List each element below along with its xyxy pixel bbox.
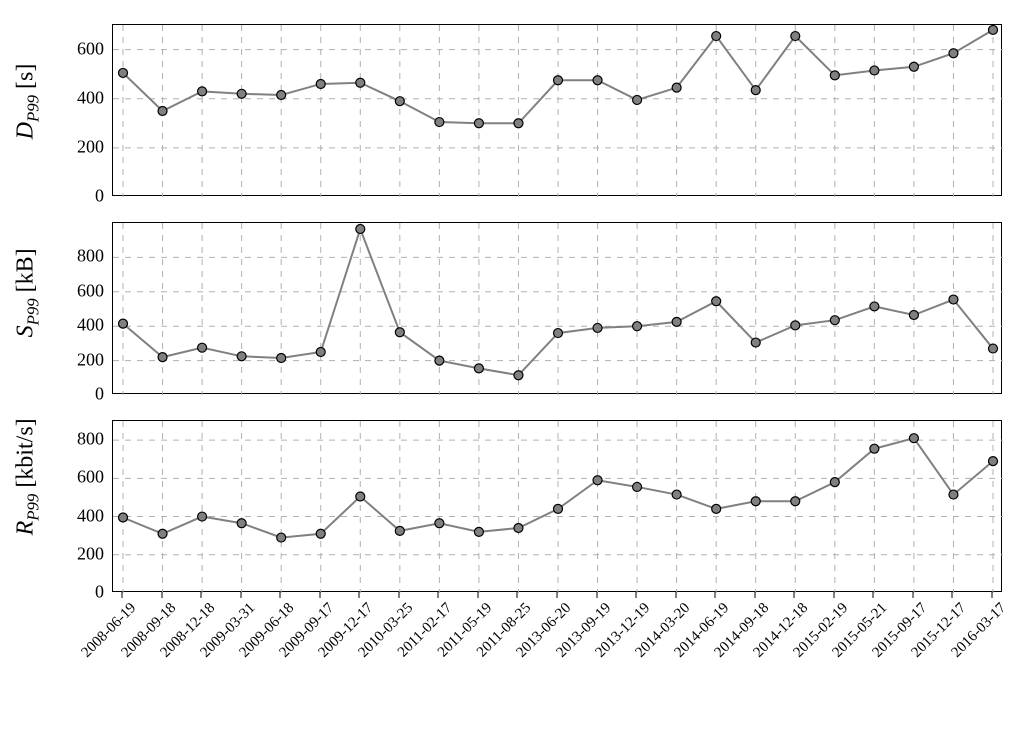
data-point	[316, 348, 325, 357]
panel-r_p99	[112, 420, 1002, 592]
data-point	[514, 524, 523, 533]
data-point	[870, 302, 879, 311]
ylabel-d_p99: DP99 [s]	[13, 83, 44, 139]
data-point	[395, 328, 404, 337]
data-point	[870, 66, 879, 75]
data-point	[474, 364, 483, 373]
data-point	[633, 95, 642, 104]
ytick-label: 400	[64, 315, 104, 336]
data-point	[316, 529, 325, 538]
data-point	[830, 71, 839, 80]
data-point	[435, 519, 444, 528]
ylabel-s_p99: SP99 [kB]	[13, 281, 44, 337]
data-point	[712, 297, 721, 306]
plot-svg-r_p99	[113, 421, 1003, 593]
data-point	[554, 76, 563, 85]
panel-d_p99	[112, 24, 1002, 196]
data-point	[277, 354, 286, 363]
data-point	[198, 343, 207, 352]
data-point	[237, 519, 246, 528]
data-point	[514, 371, 523, 380]
data-point	[791, 321, 800, 330]
data-point	[554, 504, 563, 513]
ytick-label: 200	[64, 543, 104, 564]
data-point	[435, 356, 444, 365]
data-point	[751, 497, 760, 506]
data-point	[672, 490, 681, 499]
data-point	[158, 529, 167, 538]
ytick-label: 400	[64, 87, 104, 108]
data-point	[751, 86, 760, 95]
plot-svg-d_p99	[113, 25, 1003, 197]
data-point	[593, 323, 602, 332]
data-point	[593, 476, 602, 485]
data-point	[949, 490, 958, 499]
ytick-label: 600	[64, 467, 104, 488]
data-point	[633, 482, 642, 491]
data-point	[554, 329, 563, 338]
plot-svg-s_p99	[113, 223, 1003, 395]
panel-s_p99	[112, 222, 1002, 394]
data-point	[277, 91, 286, 100]
data-point	[791, 497, 800, 506]
data-point	[830, 478, 839, 487]
data-point	[830, 316, 839, 325]
data-point	[277, 533, 286, 542]
data-point	[119, 68, 128, 77]
data-point	[474, 119, 483, 128]
data-point	[237, 352, 246, 361]
data-point	[119, 513, 128, 522]
data-point	[356, 492, 365, 501]
ytick-label: 200	[64, 136, 104, 157]
ytick-label: 0	[64, 384, 104, 405]
data-point	[751, 338, 760, 347]
data-point	[989, 344, 998, 353]
ytick-label: 400	[64, 505, 104, 526]
data-point	[909, 311, 918, 320]
data-point	[198, 87, 207, 96]
data-point	[712, 32, 721, 41]
data-point	[909, 434, 918, 443]
ytick-label: 0	[64, 186, 104, 207]
data-point	[593, 76, 602, 85]
data-point	[672, 83, 681, 92]
ytick-label: 600	[64, 38, 104, 59]
data-point	[316, 79, 325, 88]
data-point	[395, 526, 404, 535]
data-point	[633, 322, 642, 331]
ylabel-r_p99: RP99 [kbit/s]	[13, 479, 44, 535]
ytick-label: 0	[64, 582, 104, 603]
data-point	[119, 319, 128, 328]
figure-root: DP99 [s] 0 200 400 600 SP99 [kB] 0 200 400 600 800…	[0, 0, 1024, 740]
data-point	[158, 107, 167, 116]
ytick-label: 200	[64, 349, 104, 370]
data-point	[909, 62, 918, 71]
data-point	[158, 353, 167, 362]
data-point	[237, 89, 246, 98]
data-point	[514, 119, 523, 128]
data-point	[989, 25, 998, 34]
data-point	[870, 444, 879, 453]
data-point	[712, 504, 721, 513]
data-point	[395, 97, 404, 106]
data-point	[791, 32, 800, 41]
data-point	[356, 225, 365, 234]
data-point	[989, 457, 998, 466]
data-point	[672, 317, 681, 326]
data-point	[949, 295, 958, 304]
data-point	[435, 118, 444, 127]
data-point	[474, 527, 483, 536]
data-point	[356, 78, 365, 87]
ytick-label: 600	[64, 280, 104, 301]
ytick-label: 800	[64, 429, 104, 450]
data-point	[949, 49, 958, 58]
ytick-label: 800	[64, 246, 104, 267]
data-point	[198, 512, 207, 521]
